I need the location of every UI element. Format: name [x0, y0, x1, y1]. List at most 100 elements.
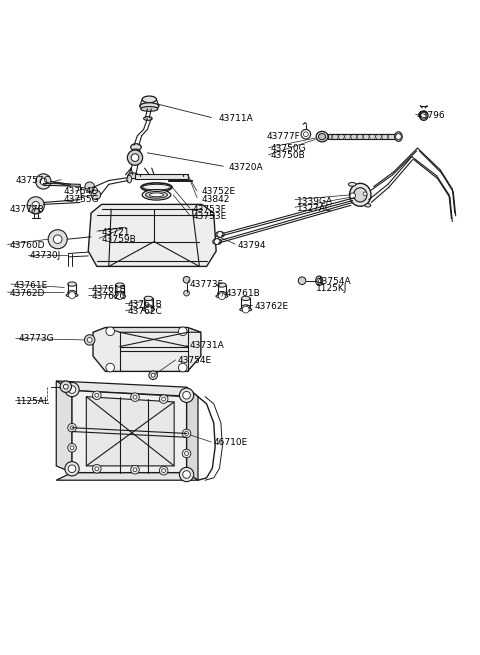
Circle shape [36, 174, 51, 189]
Text: 43762E: 43762E [254, 301, 288, 310]
Circle shape [68, 465, 76, 472]
Circle shape [70, 446, 74, 450]
Circle shape [87, 337, 92, 343]
Circle shape [179, 364, 187, 372]
Text: 43761E: 43761E [13, 280, 48, 290]
Polygon shape [56, 381, 198, 397]
Text: 43773F: 43773F [190, 280, 224, 289]
Circle shape [85, 182, 95, 191]
Circle shape [396, 134, 401, 140]
Ellipse shape [240, 308, 252, 311]
Circle shape [95, 467, 99, 471]
Polygon shape [86, 397, 174, 466]
Text: 43794: 43794 [238, 241, 266, 250]
Text: 43762C: 43762C [128, 307, 163, 316]
Circle shape [68, 443, 76, 452]
Circle shape [317, 278, 322, 283]
Ellipse shape [114, 295, 126, 298]
Text: 43777B: 43777B [10, 205, 45, 214]
Circle shape [420, 112, 427, 119]
Text: 43753E: 43753E [192, 212, 227, 221]
Circle shape [185, 432, 189, 436]
Ellipse shape [140, 103, 159, 109]
Text: 1327AC: 1327AC [297, 204, 332, 213]
Circle shape [133, 468, 137, 472]
Circle shape [70, 426, 74, 430]
Circle shape [95, 394, 99, 397]
Ellipse shape [128, 173, 138, 179]
Circle shape [60, 381, 72, 392]
Text: 43761B: 43761B [226, 289, 261, 297]
Circle shape [218, 293, 225, 299]
Circle shape [159, 395, 168, 403]
Text: 43761B: 43761B [128, 300, 163, 309]
Ellipse shape [141, 107, 158, 111]
Ellipse shape [420, 111, 428, 121]
Text: 43731A: 43731A [190, 341, 225, 350]
Text: 43753F: 43753F [192, 204, 226, 214]
Ellipse shape [349, 183, 371, 206]
Text: 43777F: 43777F [266, 132, 300, 141]
Circle shape [185, 451, 189, 455]
Text: 43754D: 43754D [63, 187, 99, 196]
Ellipse shape [66, 293, 78, 297]
Text: 43796: 43796 [417, 111, 445, 120]
Ellipse shape [217, 291, 226, 296]
Text: 43754A: 43754A [316, 277, 351, 286]
Circle shape [183, 392, 191, 399]
Circle shape [182, 429, 191, 438]
Circle shape [32, 202, 39, 209]
Circle shape [162, 397, 166, 401]
Text: 43757C: 43757C [16, 176, 50, 185]
Circle shape [180, 467, 194, 481]
Ellipse shape [116, 283, 124, 287]
Polygon shape [168, 179, 192, 181]
Polygon shape [88, 204, 216, 267]
Ellipse shape [144, 296, 153, 301]
Circle shape [48, 230, 67, 249]
Circle shape [106, 327, 115, 335]
Ellipse shape [32, 209, 39, 214]
Text: 43760D: 43760D [10, 241, 46, 250]
Circle shape [179, 327, 187, 335]
Ellipse shape [142, 96, 156, 103]
Circle shape [69, 292, 75, 299]
Polygon shape [135, 174, 188, 179]
Circle shape [53, 235, 62, 244]
Text: 1339GA: 1339GA [297, 196, 334, 206]
Ellipse shape [127, 176, 132, 183]
Circle shape [145, 306, 152, 313]
Ellipse shape [144, 305, 153, 309]
Text: 43750G: 43750G [271, 144, 307, 153]
Text: 43761B: 43761B [91, 285, 126, 294]
Text: 43754E: 43754E [178, 356, 212, 365]
Ellipse shape [319, 134, 325, 140]
Ellipse shape [143, 184, 170, 190]
Ellipse shape [354, 188, 367, 202]
Ellipse shape [395, 132, 402, 141]
Circle shape [106, 364, 115, 372]
Circle shape [350, 193, 356, 198]
Circle shape [183, 276, 190, 283]
Circle shape [63, 384, 68, 389]
Circle shape [298, 277, 306, 284]
Text: 43762C: 43762C [91, 292, 126, 301]
Circle shape [84, 335, 95, 345]
Circle shape [149, 371, 157, 379]
Polygon shape [56, 381, 72, 472]
Ellipse shape [213, 238, 221, 244]
Text: 43762D: 43762D [10, 289, 45, 297]
Polygon shape [56, 472, 198, 480]
Ellipse shape [216, 232, 224, 237]
Text: 43720A: 43720A [228, 162, 263, 172]
Ellipse shape [241, 305, 250, 309]
Circle shape [127, 150, 143, 165]
Ellipse shape [316, 132, 328, 142]
Text: 1125KJ: 1125KJ [316, 284, 348, 293]
Circle shape [65, 383, 79, 397]
Circle shape [162, 469, 166, 472]
Polygon shape [187, 387, 198, 480]
Ellipse shape [217, 283, 226, 287]
Circle shape [363, 192, 367, 196]
Circle shape [133, 395, 137, 399]
